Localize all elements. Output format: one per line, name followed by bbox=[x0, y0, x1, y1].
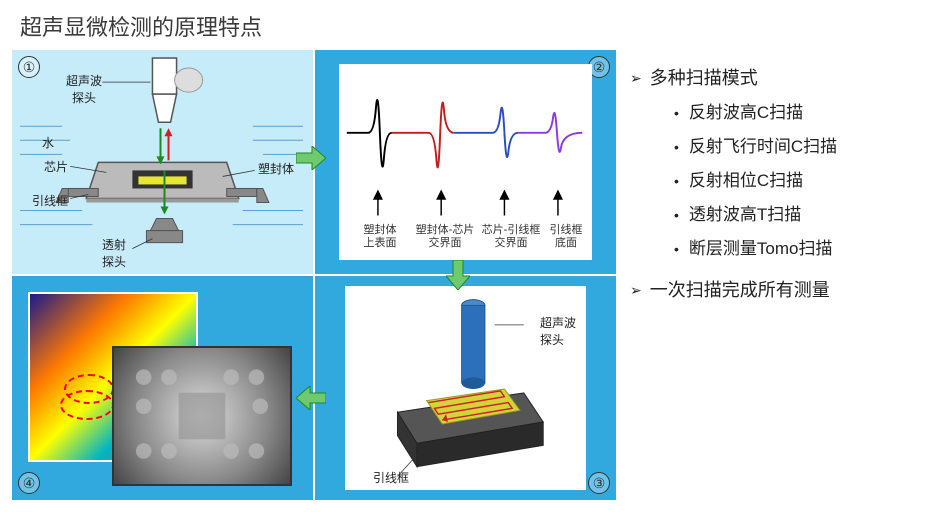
sub-label: 反射相位C扫描 bbox=[689, 164, 803, 198]
panel-2-waveforms: ② 塑封体上表面 塑封体-芯片交界 bbox=[315, 50, 616, 274]
bullet-icon: • bbox=[674, 201, 679, 229]
label-mold: 塑封体 bbox=[258, 160, 294, 177]
page-title: 超声显微检测的原理特点 bbox=[20, 10, 262, 42]
panel-3-inner: 超声波 探头 引线框 bbox=[345, 286, 586, 490]
sidebar-top-1: ➢ 多种扫描模式 bbox=[630, 60, 920, 96]
sub-label: 断层测量Tomo扫描 bbox=[689, 232, 833, 266]
sidebar-top-2: ➢ 一次扫描完成所有测量 bbox=[630, 272, 920, 308]
label-leadframe-3: 引线框 bbox=[373, 469, 409, 486]
xray-image bbox=[112, 346, 292, 486]
panel-2-inner: 塑封体上表面 塑封体-芯片交界面 芯片-引线框交界面 引线框底面 bbox=[339, 64, 592, 260]
label-leadframe: 引线框 bbox=[32, 192, 68, 209]
flow-arrow-1-2 bbox=[296, 146, 326, 170]
panel-4-images: ④ bbox=[12, 276, 313, 500]
bullet-icon: • bbox=[674, 99, 679, 127]
panel-number-3: ③ bbox=[588, 472, 610, 494]
flow-arrow-3-4 bbox=[296, 386, 326, 410]
label-water: 水 bbox=[42, 134, 54, 151]
wave-label-4: 引线框底面 bbox=[543, 224, 589, 250]
sub-label: 反射飞行时间C扫描 bbox=[689, 130, 837, 164]
wave-label-3: 芯片-引线框交界面 bbox=[479, 224, 543, 250]
bullet-icon: • bbox=[674, 235, 679, 263]
panel-1-schematic: ① bbox=[12, 50, 313, 274]
diagram-grid: ① bbox=[10, 48, 618, 502]
sidebar-sub-4: • 透射波高T扫描 bbox=[674, 198, 920, 232]
label-chip: 芯片 bbox=[44, 158, 68, 175]
label-probe-top: 超声波 探头 bbox=[66, 72, 102, 106]
label-probe-3: 超声波 探头 bbox=[540, 314, 576, 348]
sidebar-text: ➢ 多种扫描模式 • 反射波高C扫描 • 反射飞行时间C扫描 • 反射相位C扫描 • 透… bbox=[630, 60, 920, 308]
panel-3-scan: ③ 超声波 探头 引线框 bbox=[315, 276, 616, 500]
sidebar-sub-5: • 断层测量Tomo扫描 bbox=[674, 232, 920, 266]
defect-circle-2 bbox=[60, 390, 114, 420]
sidebar-sub-2: • 反射飞行时间C扫描 bbox=[674, 130, 920, 164]
sidebar-sub-3: • 反射相位C扫描 bbox=[674, 164, 920, 198]
bullet-icon: • bbox=[674, 133, 679, 161]
flow-arrow-2-3 bbox=[446, 260, 470, 290]
label-probe-bot: 透射 探头 bbox=[102, 236, 126, 270]
bullet-icon: • bbox=[674, 167, 679, 195]
chevron-icon: ➢ bbox=[630, 276, 642, 304]
sidebar-sub-1: • 反射波高C扫描 bbox=[674, 96, 920, 130]
sidebar-top-1-label: 多种扫描模式 bbox=[650, 60, 758, 96]
sidebar-top-2-label: 一次扫描完成所有测量 bbox=[650, 272, 830, 308]
sub-label: 反射波高C扫描 bbox=[689, 96, 803, 130]
wave-label-2: 塑封体-芯片交界面 bbox=[413, 224, 477, 250]
sub-label: 透射波高T扫描 bbox=[689, 198, 801, 232]
chevron-icon: ➢ bbox=[630, 64, 642, 92]
wave-label-1: 塑封体上表面 bbox=[357, 224, 403, 250]
panel-number-4: ④ bbox=[18, 472, 40, 494]
